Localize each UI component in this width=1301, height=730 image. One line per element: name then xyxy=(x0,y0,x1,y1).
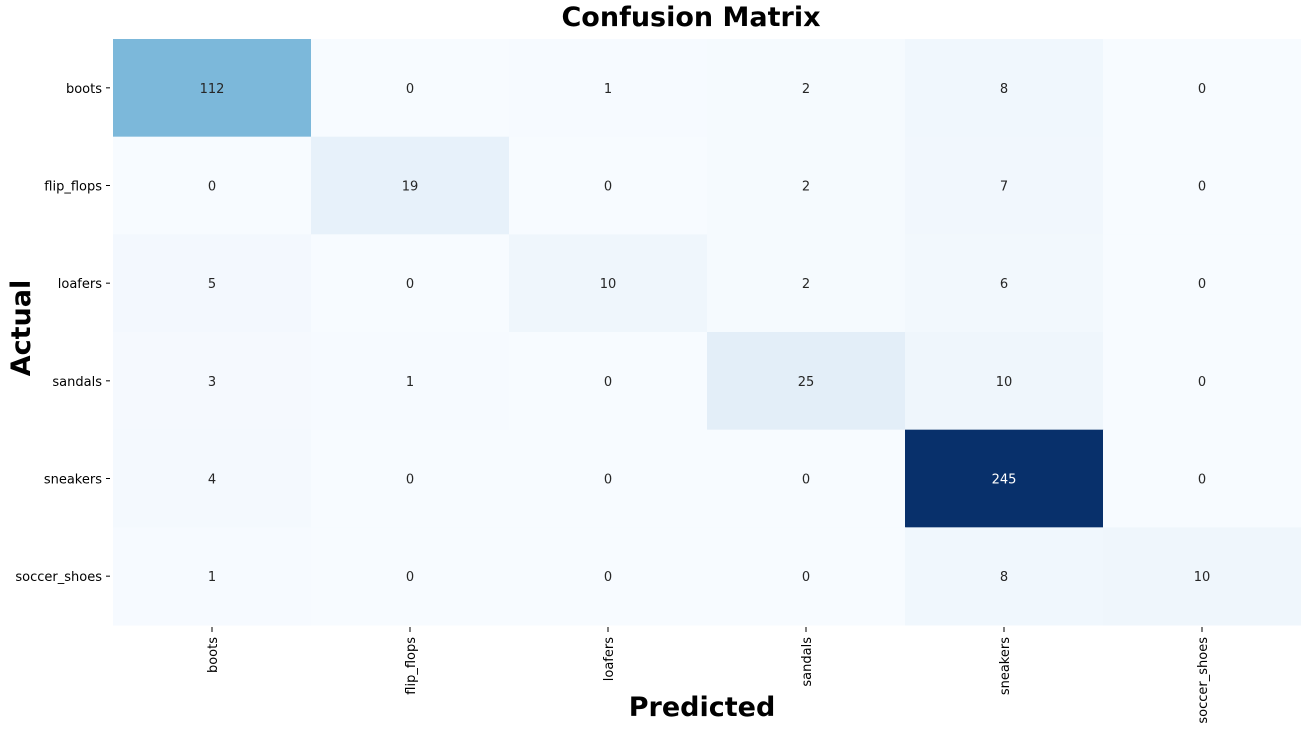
heatmap-cell-sandals-sandals xyxy=(707,332,906,431)
heatmap-cell-soccer_shoes-loafers xyxy=(509,527,708,626)
heatmap-cell-value: 1 xyxy=(208,570,216,585)
heatmap-cell-soccer_shoes-sneakers xyxy=(905,527,1104,626)
column-tick-label: flip_flops xyxy=(404,637,419,695)
heatmap-cell-flip_flops-flip_flops xyxy=(311,136,510,235)
row-tick-label: flip_flops xyxy=(44,180,102,195)
heatmap-cell-flip_flops-sandals xyxy=(707,136,906,235)
heatmap-cells xyxy=(113,39,1301,626)
heatmap-cell-loafers-sneakers xyxy=(905,234,1104,333)
heatmap-cell-sneakers-sneakers xyxy=(905,429,1104,528)
heatmap-cell-value: 25 xyxy=(798,375,815,390)
heatmap-cell-value: 245 xyxy=(992,473,1017,488)
heatmap-cell-value: 0 xyxy=(1198,375,1206,390)
column-tick-label: loafers xyxy=(602,637,617,681)
heatmap-cell-loafers-flip_flops xyxy=(311,234,510,333)
heatmap-cell-value: 1 xyxy=(604,82,612,97)
heatmap-cell-sneakers-loafers xyxy=(509,429,708,528)
heatmap-cell-loafers-soccer_shoes xyxy=(1103,234,1301,333)
heatmap-cell-flip_flops-sneakers xyxy=(905,136,1104,235)
y-axis-label: Actual xyxy=(6,280,37,377)
heatmap-cell-flip_flops-loafers xyxy=(509,136,708,235)
column-tick-label: sneakers xyxy=(998,637,1013,695)
heatmap-cell-value: 0 xyxy=(406,473,414,488)
heatmap-cell-sandals-soccer_shoes xyxy=(1103,332,1301,431)
heatmap-cell-loafers-sandals xyxy=(707,234,906,333)
heatmap-cell-value: 0 xyxy=(208,180,216,195)
column-tick-label: soccer_shoes xyxy=(1196,637,1211,724)
heatmap-cell-value: 6 xyxy=(1000,277,1008,292)
heatmap-cell-sandals-flip_flops xyxy=(311,332,510,431)
heatmap-cell-boots-sneakers xyxy=(905,39,1104,138)
row-tick-label: sandals xyxy=(52,375,102,390)
heatmap-cell-value: 0 xyxy=(406,570,414,585)
heatmap-cell-soccer_shoes-soccer_shoes xyxy=(1103,527,1301,626)
heatmap-cell-sneakers-boots xyxy=(113,429,312,528)
heatmap-cell-sneakers-sandals xyxy=(707,429,906,528)
column-tick-label: boots xyxy=(206,637,221,673)
heatmap-cell-flip_flops-soccer_shoes xyxy=(1103,136,1301,235)
heatmap-cell-value: 5 xyxy=(208,277,216,292)
heatmap-cell-soccer_shoes-boots xyxy=(113,527,312,626)
heatmap-cell-labels: 112 0 1 2 8 00 19 0 2 7 05 0 10 2 6 03 1 0 25 10 04 0 0 0 245 01 0… xyxy=(200,82,1211,585)
heatmap-cell-boots-flip_flops xyxy=(311,39,510,138)
heatmap-cell-sneakers-flip_flops xyxy=(311,429,510,528)
heatmap-cell-value: 0 xyxy=(1198,82,1206,97)
heatmap-cell-soccer_shoes-flip_flops xyxy=(311,527,510,626)
heatmap-cell-value: 1 xyxy=(406,375,414,390)
heatmap-cell-value: 2 xyxy=(802,277,810,292)
column-tick-label: sandals xyxy=(800,637,815,687)
heatmap-cell-value: 3 xyxy=(208,375,216,390)
x-axis-label: Predicted xyxy=(629,692,776,723)
heatmap-cell-value: 112 xyxy=(200,82,225,97)
heatmap-cell-boots-sandals xyxy=(707,39,906,138)
heatmap-cell-value: 0 xyxy=(604,570,612,585)
heatmap-cell-loafers-boots xyxy=(113,234,312,333)
chart-title: Confusion Matrix xyxy=(561,2,820,33)
heatmap-cell-value: 0 xyxy=(406,82,414,97)
heatmap-cell-sneakers-soccer_shoes xyxy=(1103,429,1301,528)
row-tick-label: loafers xyxy=(58,277,102,292)
heatmap-cell-value: 0 xyxy=(604,375,612,390)
heatmap-cell-soccer_shoes-sandals xyxy=(707,527,906,626)
heatmap-cell-sandals-sneakers xyxy=(905,332,1104,431)
heatmap-cell-value: 2 xyxy=(802,82,810,97)
heatmap-cell-value: 2 xyxy=(802,180,810,195)
row-tick-label: boots xyxy=(66,82,102,97)
heatmap-cell-value: 8 xyxy=(1000,82,1008,97)
row-tick-label: sneakers xyxy=(44,473,102,488)
column-tick-labels: boots flip_flops loafers sandals sneakers soc… xyxy=(206,627,1211,724)
heatmap-cell-loafers-loafers xyxy=(509,234,708,333)
heatmap-cell-value: 8 xyxy=(1000,570,1008,585)
heatmap-cell-value: 0 xyxy=(604,473,612,488)
heatmap-cell-flip_flops-boots xyxy=(113,136,312,235)
heatmap-cell-value: 0 xyxy=(1198,277,1206,292)
heatmap-cell-sandals-boots xyxy=(113,332,312,431)
heatmap-cell-value: 19 xyxy=(402,180,419,195)
heatmap-cell-value: 0 xyxy=(1198,473,1206,488)
heatmap-cell-sandals-loafers xyxy=(509,332,708,431)
heatmap-cell-value: 10 xyxy=(600,277,617,292)
heatmap-cell-value: 10 xyxy=(1194,570,1211,585)
heatmap-cell-value: 0 xyxy=(406,277,414,292)
heatmap-cell-boots-loafers xyxy=(509,39,708,138)
heatmap-cell-value: 10 xyxy=(996,375,1013,390)
heatmap-cell-boots-soccer_shoes xyxy=(1103,39,1301,138)
heatmap-cell-value: 0 xyxy=(1198,180,1206,195)
heatmap-cell-boots-boots xyxy=(113,39,312,138)
heatmap-cell-value: 0 xyxy=(802,473,810,488)
row-tick-label: soccer_shoes xyxy=(15,570,102,585)
heatmap-cell-value: 0 xyxy=(604,180,612,195)
heatmap-cell-value: 4 xyxy=(208,473,216,488)
heatmap-cell-value: 0 xyxy=(802,570,810,585)
heatmap-cell-value: 7 xyxy=(1000,180,1008,195)
